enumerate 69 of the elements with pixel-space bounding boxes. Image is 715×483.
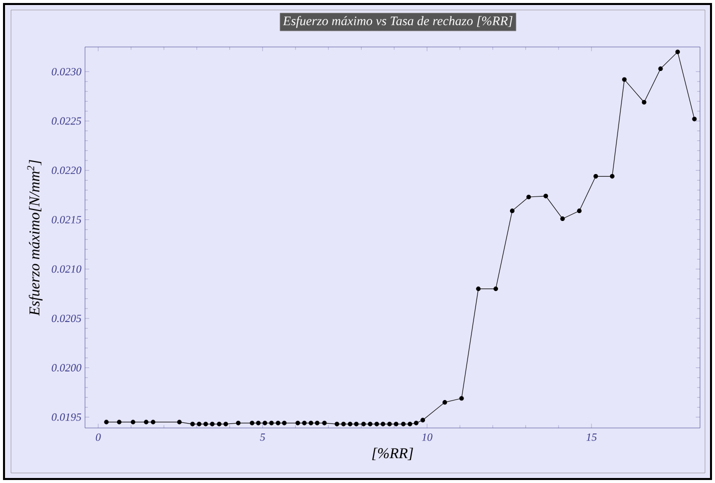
- y-axis-title: Esfuerzo máximo[N/mm$^{2}$]: [27, 160, 43, 316]
- point: [526, 194, 531, 200]
- point: [262, 420, 268, 426]
- y-tick-label: 0.0230: [52, 68, 82, 76]
- point: [459, 396, 464, 401]
- point: [394, 422, 398, 426]
- point: [610, 174, 614, 179]
- x-tick-label: 0: [96, 434, 101, 441]
- point: [414, 420, 418, 426]
- chart-title: Esfuerzo máximo vs Tasa de rechazo [%RR]: [282, 16, 512, 28]
- point: [401, 422, 406, 426]
- y-tick-label: 0.0205: [52, 314, 82, 322]
- point: [543, 194, 548, 198]
- point: [658, 66, 663, 71]
- point: [223, 422, 228, 426]
- point: [210, 422, 215, 426]
- point: [354, 422, 359, 426]
- point: [130, 420, 136, 424]
- point: [341, 422, 346, 426]
- point: [622, 77, 627, 82]
- point: [442, 400, 448, 405]
- point: [387, 422, 392, 426]
- point: [334, 422, 340, 426]
- y-tick-label: 0.0200: [52, 364, 82, 372]
- point: [276, 420, 280, 426]
- point: [302, 420, 307, 426]
- point: [269, 420, 274, 426]
- point: [314, 420, 320, 426]
- point: [104, 420, 109, 424]
- point: [493, 286, 498, 292]
- point: [593, 174, 598, 179]
- point: [374, 422, 380, 426]
- point: [296, 420, 300, 426]
- point: [256, 420, 261, 426]
- point: [510, 208, 515, 214]
- point: [196, 422, 202, 426]
- y-tick-label: 0.0195: [52, 413, 82, 421]
- point: [348, 422, 352, 426]
- x-tick-label: 10: [422, 434, 432, 441]
- x-tick-label: 15: [586, 434, 597, 441]
- point: [577, 208, 582, 214]
- point: [203, 422, 208, 426]
- y-tick-label: 0.0215: [52, 216, 82, 224]
- point: [476, 286, 481, 292]
- point: [150, 420, 156, 424]
- point: [642, 100, 646, 105]
- x-tick-label: 5: [260, 434, 266, 441]
- point: [322, 420, 327, 426]
- point: [408, 422, 412, 426]
- point: [282, 420, 287, 426]
- point: [420, 418, 426, 422]
- y-tick-label: 0.0210: [52, 265, 82, 273]
- point: [368, 422, 372, 426]
- point: [675, 50, 680, 54]
- point: [177, 420, 182, 424]
- point: [692, 116, 697, 122]
- x-axis-title: [%RR]: [372, 448, 414, 460]
- point: [216, 422, 222, 426]
- point: [361, 422, 366, 426]
- point: [560, 216, 565, 222]
- point: [144, 420, 148, 424]
- point: [190, 422, 195, 426]
- y-tick-label: 0.0220: [52, 166, 82, 174]
- point: [308, 420, 314, 426]
- point: [380, 422, 386, 426]
- point: [116, 420, 122, 424]
- point: [250, 420, 254, 426]
- y-tick-label: 0.0225: [52, 117, 82, 125]
- point: [236, 420, 241, 426]
